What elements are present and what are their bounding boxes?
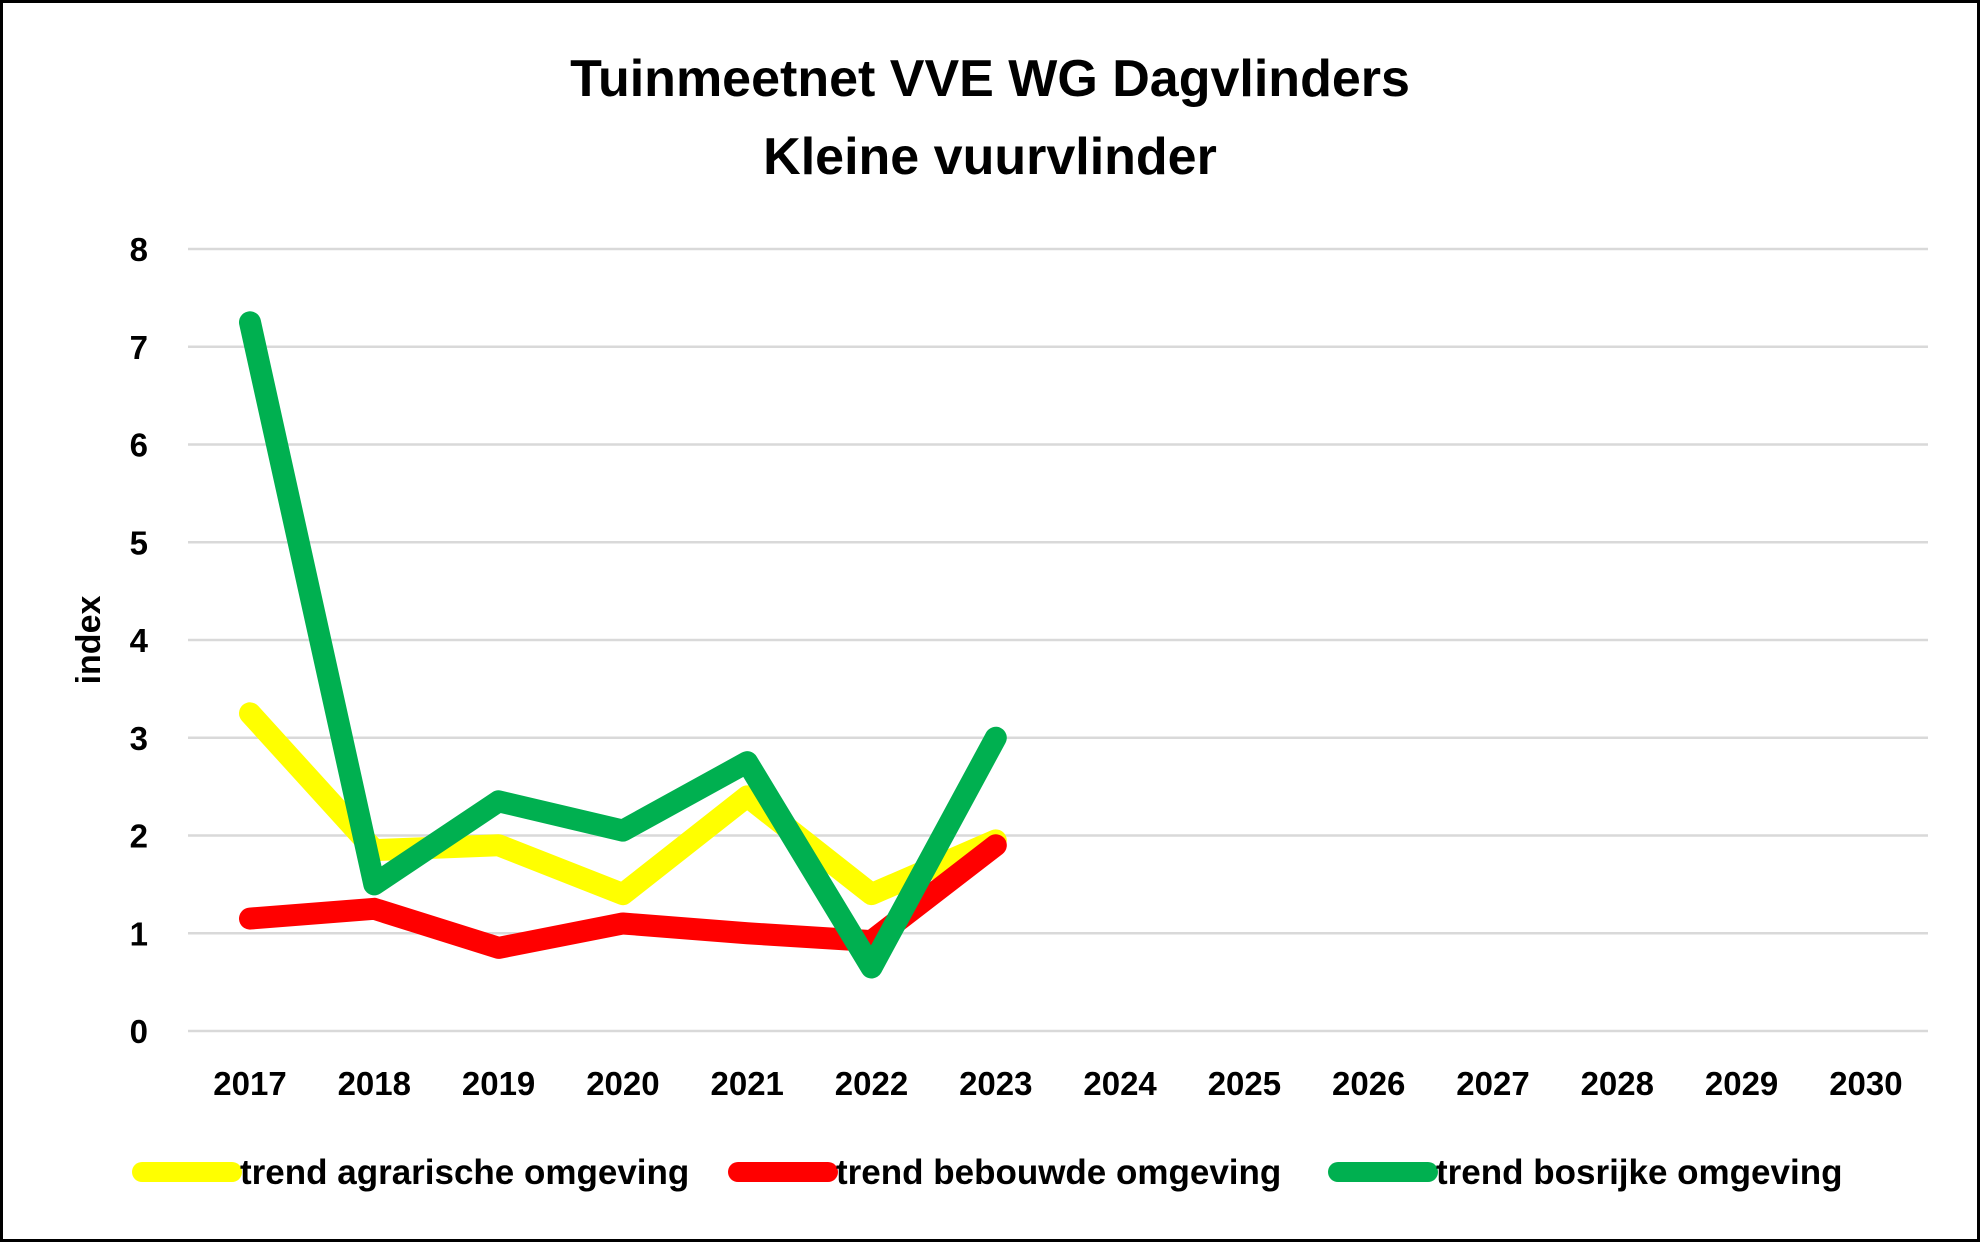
- x-tick-label: 2030: [1829, 1065, 1902, 1102]
- x-axis-ticks: 2017 2018 2019 2020 2021 2022 2023 2024 2025 2026…: [213, 1065, 1902, 1102]
- x-tick-label: 2025: [1208, 1065, 1281, 1102]
- legend-label-2: trend bebouwde omgeving: [836, 1153, 1281, 1192]
- y-tick-label: 3: [130, 720, 148, 757]
- chart-title: Tuinmeetnet VVE WG Dagvlinders: [570, 50, 1410, 108]
- x-tick-label: 2028: [1581, 1065, 1654, 1102]
- x-tick-label: 2017: [213, 1065, 286, 1102]
- chart-subtitle: Kleine vuurvlinder: [763, 128, 1217, 186]
- y-axis-ticks: 0 1 2 3 4 5 6 7 8: [130, 231, 149, 1050]
- x-tick-label: 2020: [586, 1065, 659, 1102]
- x-tick-label: 2018: [338, 1065, 411, 1102]
- y-axis-title: index: [70, 596, 108, 685]
- x-tick-label: 2021: [710, 1065, 783, 1102]
- x-tick-label: 2026: [1332, 1065, 1405, 1102]
- legend-label-3: trend bosrijke omgeving: [1436, 1153, 1842, 1192]
- legend: trend agrarische omgeving trend bebouwde …: [132, 1153, 1842, 1192]
- y-tick-label: 0: [130, 1013, 148, 1050]
- x-tick-label: 2022: [835, 1065, 908, 1102]
- y-tick-label: 2: [130, 818, 148, 855]
- data-series: [239, 311, 1007, 979]
- x-tick-label: 2019: [462, 1065, 535, 1102]
- x-tick-label: 2024: [1083, 1065, 1157, 1102]
- y-tick-label: 8: [130, 231, 148, 268]
- y-tick-label: 5: [130, 524, 148, 561]
- series-line-3: [239, 311, 1007, 979]
- x-tick-label: 2023: [959, 1065, 1032, 1102]
- legend-label-1: trend agrarische omgeving: [240, 1153, 689, 1192]
- y-tick-label: 1: [130, 915, 148, 952]
- x-tick-label: 2029: [1705, 1065, 1778, 1102]
- y-tick-label: 4: [130, 622, 149, 659]
- gridlines: [188, 247, 1928, 1033]
- y-tick-label: 7: [130, 329, 148, 366]
- series-line-2: [239, 834, 1007, 959]
- y-tick-label: 6: [130, 427, 148, 464]
- x-tick-label: 2027: [1456, 1065, 1529, 1102]
